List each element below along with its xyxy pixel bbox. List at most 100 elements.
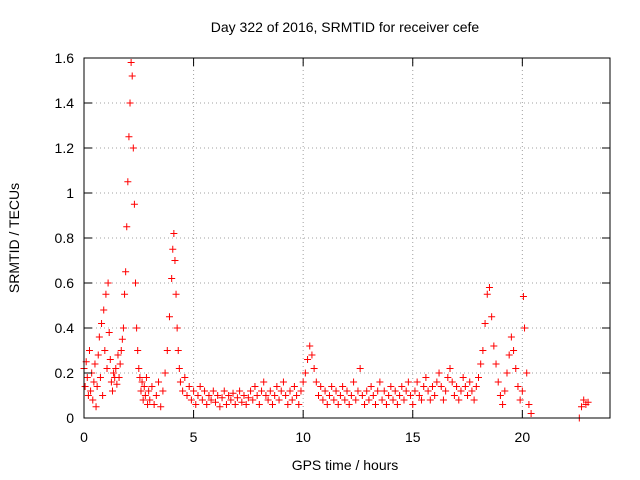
data-point — [127, 59, 135, 66]
data-point — [93, 383, 101, 390]
data-point — [398, 383, 406, 390]
data-point — [141, 392, 149, 399]
data-point — [328, 383, 336, 390]
data-point — [516, 396, 524, 404]
data-point — [140, 383, 148, 390]
data-point — [146, 396, 154, 404]
data-point — [468, 387, 476, 395]
data-point — [214, 392, 222, 399]
data-point — [424, 387, 432, 395]
data-point — [442, 387, 450, 395]
data-point — [503, 369, 511, 377]
data-point — [507, 333, 515, 341]
data-point — [173, 324, 181, 332]
data-point — [168, 275, 176, 282]
data-point — [183, 392, 191, 399]
data-point — [523, 369, 531, 377]
data-point — [83, 374, 91, 381]
data-point — [286, 387, 294, 395]
data-point — [299, 378, 307, 386]
data-point — [380, 387, 388, 395]
data-point — [179, 387, 187, 395]
data-point — [312, 378, 320, 386]
data-point — [112, 365, 120, 372]
data-point — [315, 392, 323, 399]
data-point — [470, 396, 478, 404]
data-point — [238, 398, 246, 406]
data-point — [264, 396, 272, 404]
data-point — [163, 347, 171, 354]
data-point — [521, 324, 529, 332]
y-tick-label: 1.6 — [55, 50, 75, 66]
data-point — [444, 374, 452, 381]
data-point — [409, 401, 417, 408]
data-point — [496, 392, 504, 399]
data-point — [433, 378, 441, 386]
data-point — [387, 383, 395, 390]
y-tick-label: 0.6 — [55, 275, 75, 291]
data-point — [114, 351, 122, 359]
data-point — [90, 378, 98, 386]
data-point — [475, 374, 482, 381]
x-tick-label: 5 — [190, 429, 198, 445]
data-point — [356, 365, 364, 372]
data-point — [483, 290, 491, 298]
data-point — [446, 365, 454, 372]
data-point — [472, 383, 480, 390]
y-tick-label: 0.4 — [55, 320, 75, 336]
data-points — [80, 59, 592, 422]
data-point — [96, 374, 104, 381]
data-point — [481, 320, 489, 327]
data-point — [271, 392, 279, 399]
data-point — [494, 378, 502, 386]
data-point — [391, 387, 399, 395]
data-point — [435, 369, 443, 377]
x-tick-label: 20 — [515, 429, 531, 445]
data-point — [477, 360, 485, 368]
data-point — [155, 378, 163, 386]
y-tick-label: 1.2 — [55, 140, 75, 156]
data-point — [104, 279, 112, 287]
data-point — [455, 396, 463, 404]
data-point — [580, 396, 588, 404]
data-point — [258, 387, 266, 395]
data-point — [98, 320, 106, 327]
data-point — [282, 392, 290, 399]
data-point — [218, 394, 226, 402]
data-point — [365, 396, 373, 404]
data-point — [175, 365, 183, 372]
data-point — [231, 401, 239, 408]
y-tick-label: 1 — [66, 185, 74, 201]
data-point — [170, 230, 178, 237]
data-point — [308, 351, 316, 359]
data-point — [134, 347, 142, 354]
data-point — [450, 392, 458, 399]
y-tick-label: 0.2 — [55, 365, 75, 381]
data-point — [201, 387, 209, 395]
data-point — [310, 365, 318, 372]
data-point — [273, 383, 281, 390]
data-point — [415, 392, 423, 399]
data-point — [352, 396, 360, 404]
data-point — [466, 378, 474, 386]
data-point — [332, 387, 340, 395]
data-point — [301, 369, 309, 377]
data-point — [102, 290, 110, 298]
data-point — [422, 374, 430, 381]
chart-title: Day 322 of 2016, SRMTID for receiver cef… — [211, 19, 480, 35]
data-point — [123, 223, 131, 231]
data-point — [105, 329, 113, 336]
data-point — [306, 342, 314, 350]
data-point — [420, 383, 428, 390]
data-point — [145, 387, 153, 395]
data-point — [94, 351, 102, 359]
data-point — [268, 401, 276, 408]
data-point — [341, 396, 349, 404]
data-point — [277, 387, 285, 395]
data-point — [220, 387, 228, 395]
data-point — [169, 245, 177, 253]
data-point — [297, 387, 305, 395]
data-point — [172, 290, 180, 298]
x-tick-label: 0 — [80, 429, 88, 445]
data-point — [319, 396, 327, 404]
